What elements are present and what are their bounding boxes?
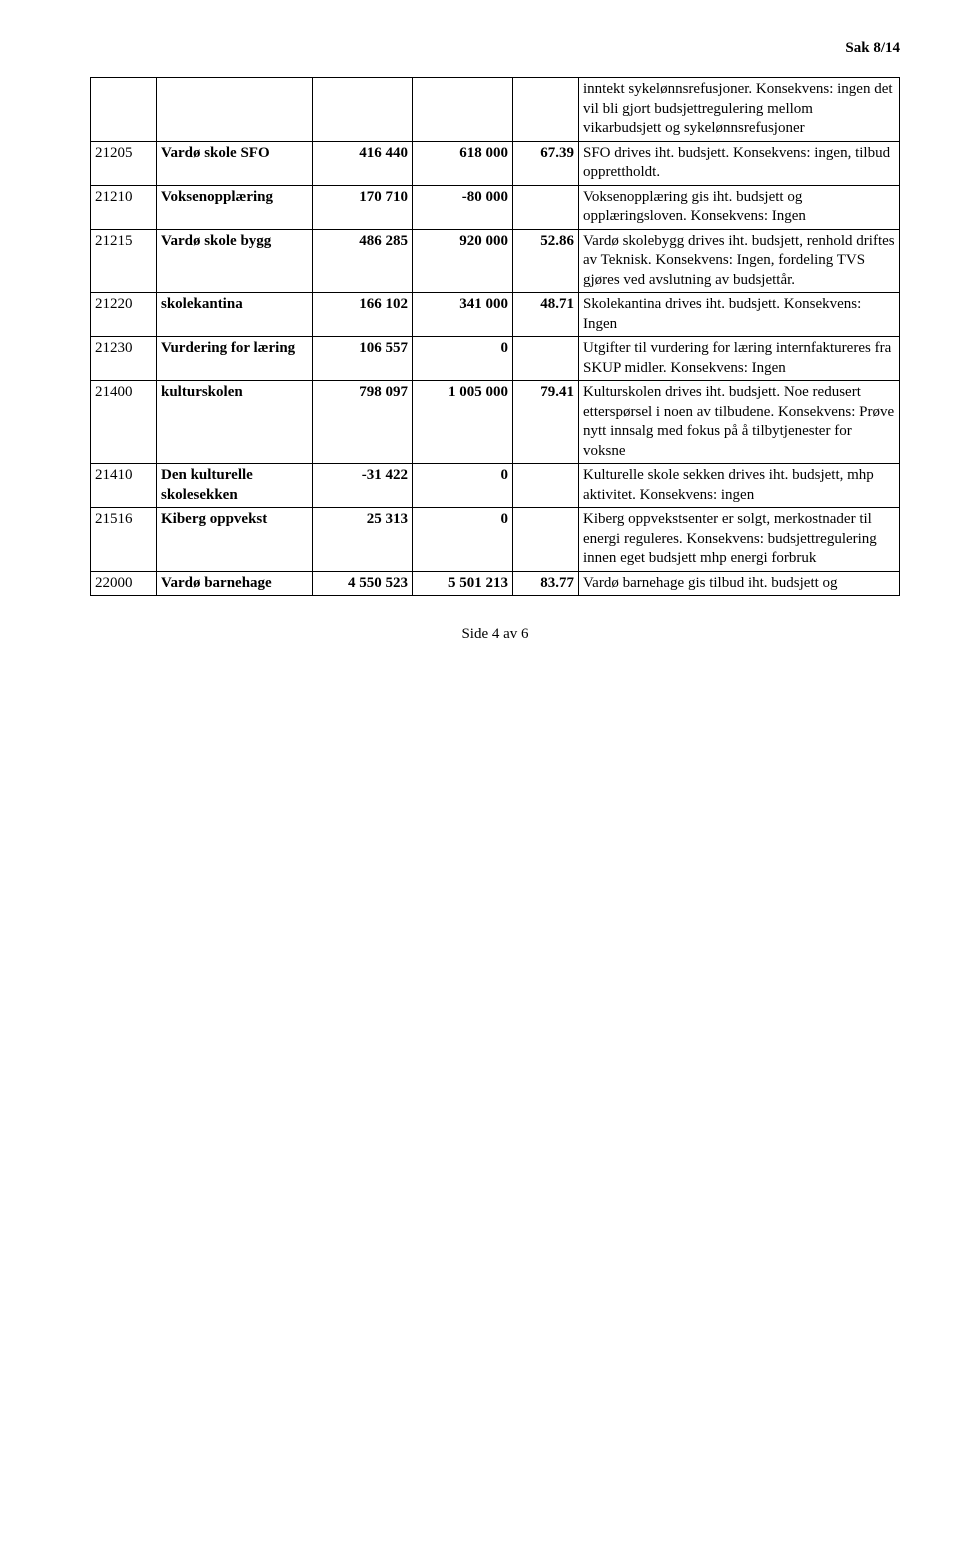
cell-num1: -31 422 xyxy=(313,464,413,508)
cell-num1: 106 557 xyxy=(313,337,413,381)
cell-num1: 170 710 xyxy=(313,185,413,229)
table-row: 21220skolekantina166 102341 00048.71Skol… xyxy=(91,293,900,337)
cell-num1: 798 097 xyxy=(313,381,413,464)
table-row: 21215Vardø skole bygg486 285920 00052.86… xyxy=(91,229,900,293)
cell-name: Kiberg oppvekst xyxy=(157,508,313,572)
table-row: 21210Voksenopplæring170 710-80 000 Voksen… xyxy=(91,185,900,229)
cell-desc: SFO drives iht. budsjett. Konsekvens: in… xyxy=(579,141,900,185)
cell-code: 21215 xyxy=(91,229,157,293)
cell-num2: 618 000 xyxy=(413,141,513,185)
cell-num1: 166 102 xyxy=(313,293,413,337)
cell-name xyxy=(157,78,313,142)
footer-text: Side 4 av 6 xyxy=(461,626,528,642)
cell-num1: 486 285 xyxy=(313,229,413,293)
table-row: 21516Kiberg oppvekst25 3130 Kiberg oppvek… xyxy=(91,508,900,572)
cell-num3: 79.41 xyxy=(513,381,579,464)
cell-num1: 4 550 523 xyxy=(313,571,413,596)
page-footer: Side 4 av 6 xyxy=(90,626,900,643)
cell-desc: Vardø barnehage gis tilbud iht. budsjett… xyxy=(579,571,900,596)
cell-code: 21220 xyxy=(91,293,157,337)
cell-num2: 0 xyxy=(413,508,513,572)
cell-name: Vardø skole SFO xyxy=(157,141,313,185)
cell-num2: 341 000 xyxy=(413,293,513,337)
cell-name: Vurdering for læring xyxy=(157,337,313,381)
cell-desc: Skolekantina drives iht. budsjett. Konse… xyxy=(579,293,900,337)
table-row: 22000Vardø barnehage4 550 5235 501 21383… xyxy=(91,571,900,596)
cell-name: skolekantina xyxy=(157,293,313,337)
cell-code: 21400 xyxy=(91,381,157,464)
cell-num2: 920 000 xyxy=(413,229,513,293)
cell-num3: 52.86 xyxy=(513,229,579,293)
cell-num3 xyxy=(513,78,579,142)
budget-table: inntekt sykelønnsrefusjoner. Konsekvens:… xyxy=(90,77,900,596)
cell-code: 21205 xyxy=(91,141,157,185)
cell-code: 21410 xyxy=(91,464,157,508)
cell-desc: Utgifter til vurdering for læring intern… xyxy=(579,337,900,381)
cell-desc: Kulturelle skole sekken drives iht. buds… xyxy=(579,464,900,508)
cell-num3 xyxy=(513,508,579,572)
cell-name: Vardø barnehage xyxy=(157,571,313,596)
cell-code: 22000 xyxy=(91,571,157,596)
page-header: Sak 8/14 xyxy=(90,40,900,57)
cell-num3 xyxy=(513,464,579,508)
cell-num1: 25 313 xyxy=(313,508,413,572)
cell-num3 xyxy=(513,337,579,381)
cell-num3: 83.77 xyxy=(513,571,579,596)
cell-desc: Voksenopplæring gis iht. budsjett og opp… xyxy=(579,185,900,229)
cell-num3: 67.39 xyxy=(513,141,579,185)
cell-num2 xyxy=(413,78,513,142)
cell-desc: Kiberg oppvekstsenter er solgt, merkostn… xyxy=(579,508,900,572)
cell-desc: inntekt sykelønnsrefusjoner. Konsekvens:… xyxy=(579,78,900,142)
cell-num3: 48.71 xyxy=(513,293,579,337)
cell-num2: -80 000 xyxy=(413,185,513,229)
cell-name: Voksenopplæring xyxy=(157,185,313,229)
table-row: 21400kulturskolen798 0971 005 00079.41Ku… xyxy=(91,381,900,464)
cell-code: 21210 xyxy=(91,185,157,229)
cell-num1 xyxy=(313,78,413,142)
table-row: 21230Vurdering for læring106 5570 Utgifte… xyxy=(91,337,900,381)
cell-code xyxy=(91,78,157,142)
cell-code: 21516 xyxy=(91,508,157,572)
cell-num1: 416 440 xyxy=(313,141,413,185)
cell-name: Den kulturelle skolesekken xyxy=(157,464,313,508)
header-title: Sak 8/14 xyxy=(845,40,900,56)
table-row: 21410Den kulturelle skolesekken-31 4220 K… xyxy=(91,464,900,508)
cell-code: 21230 xyxy=(91,337,157,381)
cell-num3 xyxy=(513,185,579,229)
cell-name: kulturskolen xyxy=(157,381,313,464)
cell-desc: Vardø skolebygg drives iht. budsjett, re… xyxy=(579,229,900,293)
cell-desc: Kulturskolen drives iht. budsjett. Noe r… xyxy=(579,381,900,464)
cell-num2: 5 501 213 xyxy=(413,571,513,596)
cell-name: Vardø skole bygg xyxy=(157,229,313,293)
cell-num2: 0 xyxy=(413,337,513,381)
table-row: 21205Vardø skole SFO416 440618 00067.39S… xyxy=(91,141,900,185)
cell-num2: 1 005 000 xyxy=(413,381,513,464)
table-row: inntekt sykelønnsrefusjoner. Konsekvens:… xyxy=(91,78,900,142)
cell-num2: 0 xyxy=(413,464,513,508)
